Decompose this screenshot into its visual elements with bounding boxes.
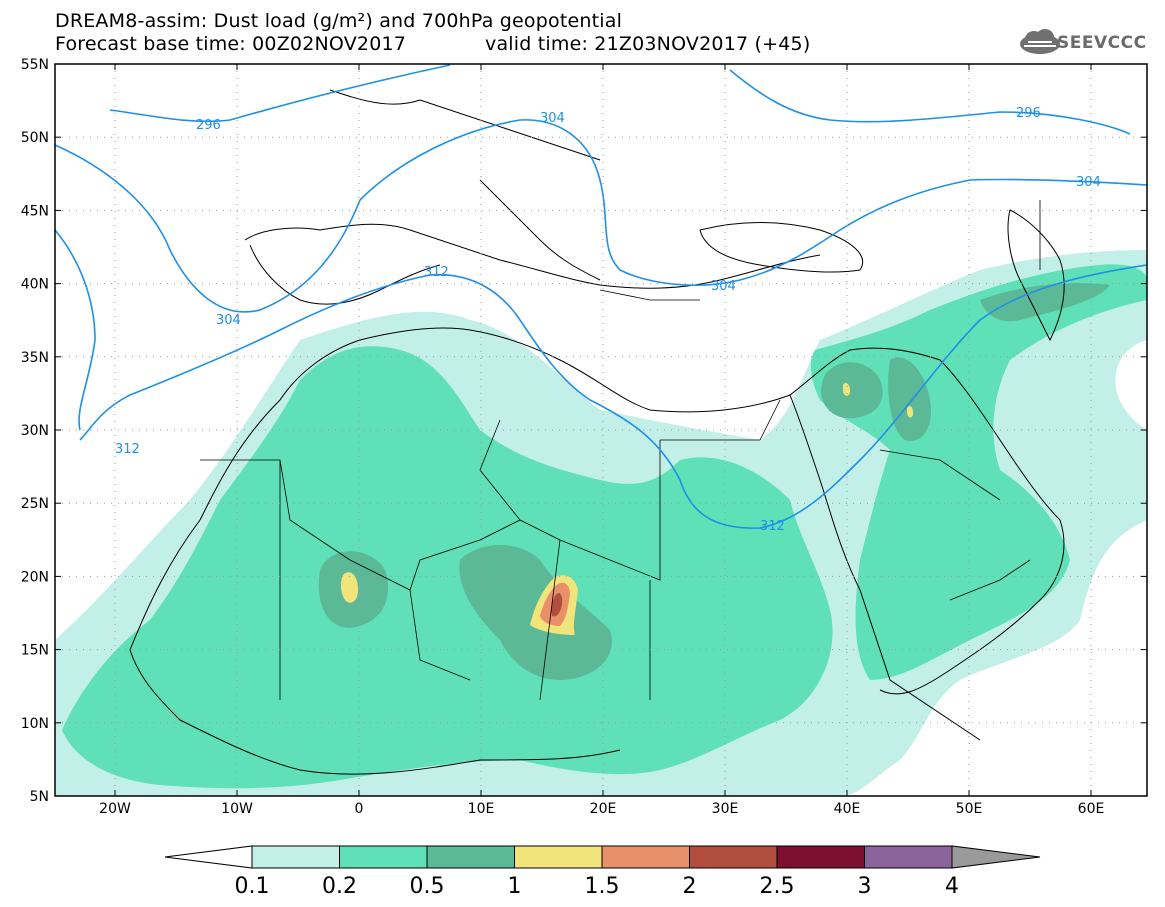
caspian-coast: [1007, 209, 1065, 342]
contour-296-east: [729, 69, 1131, 135]
contour-296-west: [109, 64, 451, 123]
geopotential-contours: [55, 64, 1147, 529]
latitude-label: 10N: [21, 716, 49, 732]
contour-label: 304: [711, 279, 736, 294]
contour-label: 296: [196, 118, 221, 133]
dust-region-dark-5: [980, 283, 1110, 322]
colorbar-min-arrow: [164, 845, 253, 869]
colorbar-swatch: [426, 845, 515, 869]
colorbar-labels: 0.1 0.2 0.5 1 1.5 2 2.5 3 4: [235, 874, 960, 899]
colorbar-swatch: [864, 845, 953, 869]
colorbar-swatch: [339, 845, 428, 869]
longitude-label: 20E: [590, 801, 617, 817]
colorbar-label: 0.1: [235, 874, 270, 899]
colorbar-swatch: [689, 845, 778, 869]
colorbar-swatch: [601, 845, 690, 869]
dust-region-red: [551, 593, 563, 617]
dust-region-dark-3: [821, 362, 883, 419]
contour-label: 312: [760, 519, 785, 534]
black-sea-coast: [699, 222, 863, 273]
colorbar-label: 4: [945, 874, 959, 899]
contour-label: 312: [424, 265, 449, 280]
latitude-label: 35N: [21, 350, 49, 366]
map-title: DREAM8-assim: Dust load (g/m²) and 700hP…: [55, 10, 623, 32]
colorbar-swatch: [514, 845, 603, 869]
contour-312: [79, 264, 1147, 529]
coastlines: [129, 89, 1065, 775]
contour-label: 296: [1016, 106, 1041, 121]
longitude-label: 60E: [1078, 801, 1105, 817]
graticule: [55, 64, 1147, 796]
colorbar-label: 0.5: [410, 874, 445, 899]
logo-text: SEEVCCC: [1057, 33, 1147, 53]
longitude-label: 10W: [221, 801, 253, 817]
contour-label: 304: [1076, 175, 1101, 190]
colorbar-max-arrow: [951, 845, 1041, 869]
forecast-base-time: Forecast base time: 00Z02NOV2017: [55, 33, 407, 55]
africa-coast: [129, 327, 981, 775]
contour-304-west: [55, 119, 1147, 313]
longitude-label: 20W: [99, 801, 131, 817]
latitude-label: 30N: [21, 423, 49, 439]
latitude-label: 55N: [21, 57, 49, 73]
colorbar-swatch: [251, 845, 340, 869]
latitude-labels: 55N 50N 45N 40N 35N 30N 25N 20N 15N 10N 5N: [21, 57, 49, 805]
longitude-label: 10E: [468, 801, 495, 817]
cloud-icon: [1020, 29, 1060, 54]
latitude-label: 25N: [21, 496, 49, 512]
dust-region-dark-4: [888, 357, 931, 441]
latitude-label: 15N: [21, 643, 49, 659]
latitude-label: 45N: [21, 203, 49, 219]
colorbar: [164, 845, 1041, 869]
colorbar-label: 2.5: [760, 874, 795, 899]
latitude-label: 40N: [21, 277, 49, 293]
axis-ticks: [55, 63, 1147, 797]
dust-region-yellow-1: [340, 572, 358, 603]
contour-label-group: 296 304 312 304 312 304 296 304 312: [115, 106, 1101, 534]
contour-304-far-west: [55, 229, 96, 431]
longitude-label: 0: [355, 801, 364, 817]
latitude-label: 50N: [21, 130, 49, 146]
europe-coast: [244, 89, 821, 305]
colorbar-label: 1.5: [585, 874, 620, 899]
latitude-label: 20N: [21, 569, 49, 585]
contour-label: 304: [540, 111, 565, 126]
longitude-label: 30E: [712, 801, 739, 817]
dust-region-medium: [62, 346, 833, 789]
longitude-label: 50E: [956, 801, 983, 817]
contour-label: 304: [216, 313, 241, 328]
dust-field: [55, 250, 1147, 796]
colorbar-label: 3: [858, 874, 872, 899]
colorbar-label: 1: [508, 874, 522, 899]
colorbar-swatch: [776, 845, 865, 869]
arabia-coast: [789, 347, 1065, 695]
latitude-label: 5N: [30, 789, 49, 805]
dust-region-yellow-4: [907, 405, 914, 418]
longitude-label: 40E: [834, 801, 861, 817]
country-borders: [200, 200, 1041, 701]
contour-label: 312: [115, 442, 140, 457]
colorbar-label: 2: [683, 874, 697, 899]
colorbar-label: 0.2: [322, 874, 357, 899]
valid-time: valid time: 21Z03NOV2017 (+45): [485, 33, 811, 55]
longitude-labels: 20W 10W 0 10E 20E 30E 40E 50E 60E: [99, 801, 1104, 817]
dust-region-yellow-3: [843, 382, 851, 396]
